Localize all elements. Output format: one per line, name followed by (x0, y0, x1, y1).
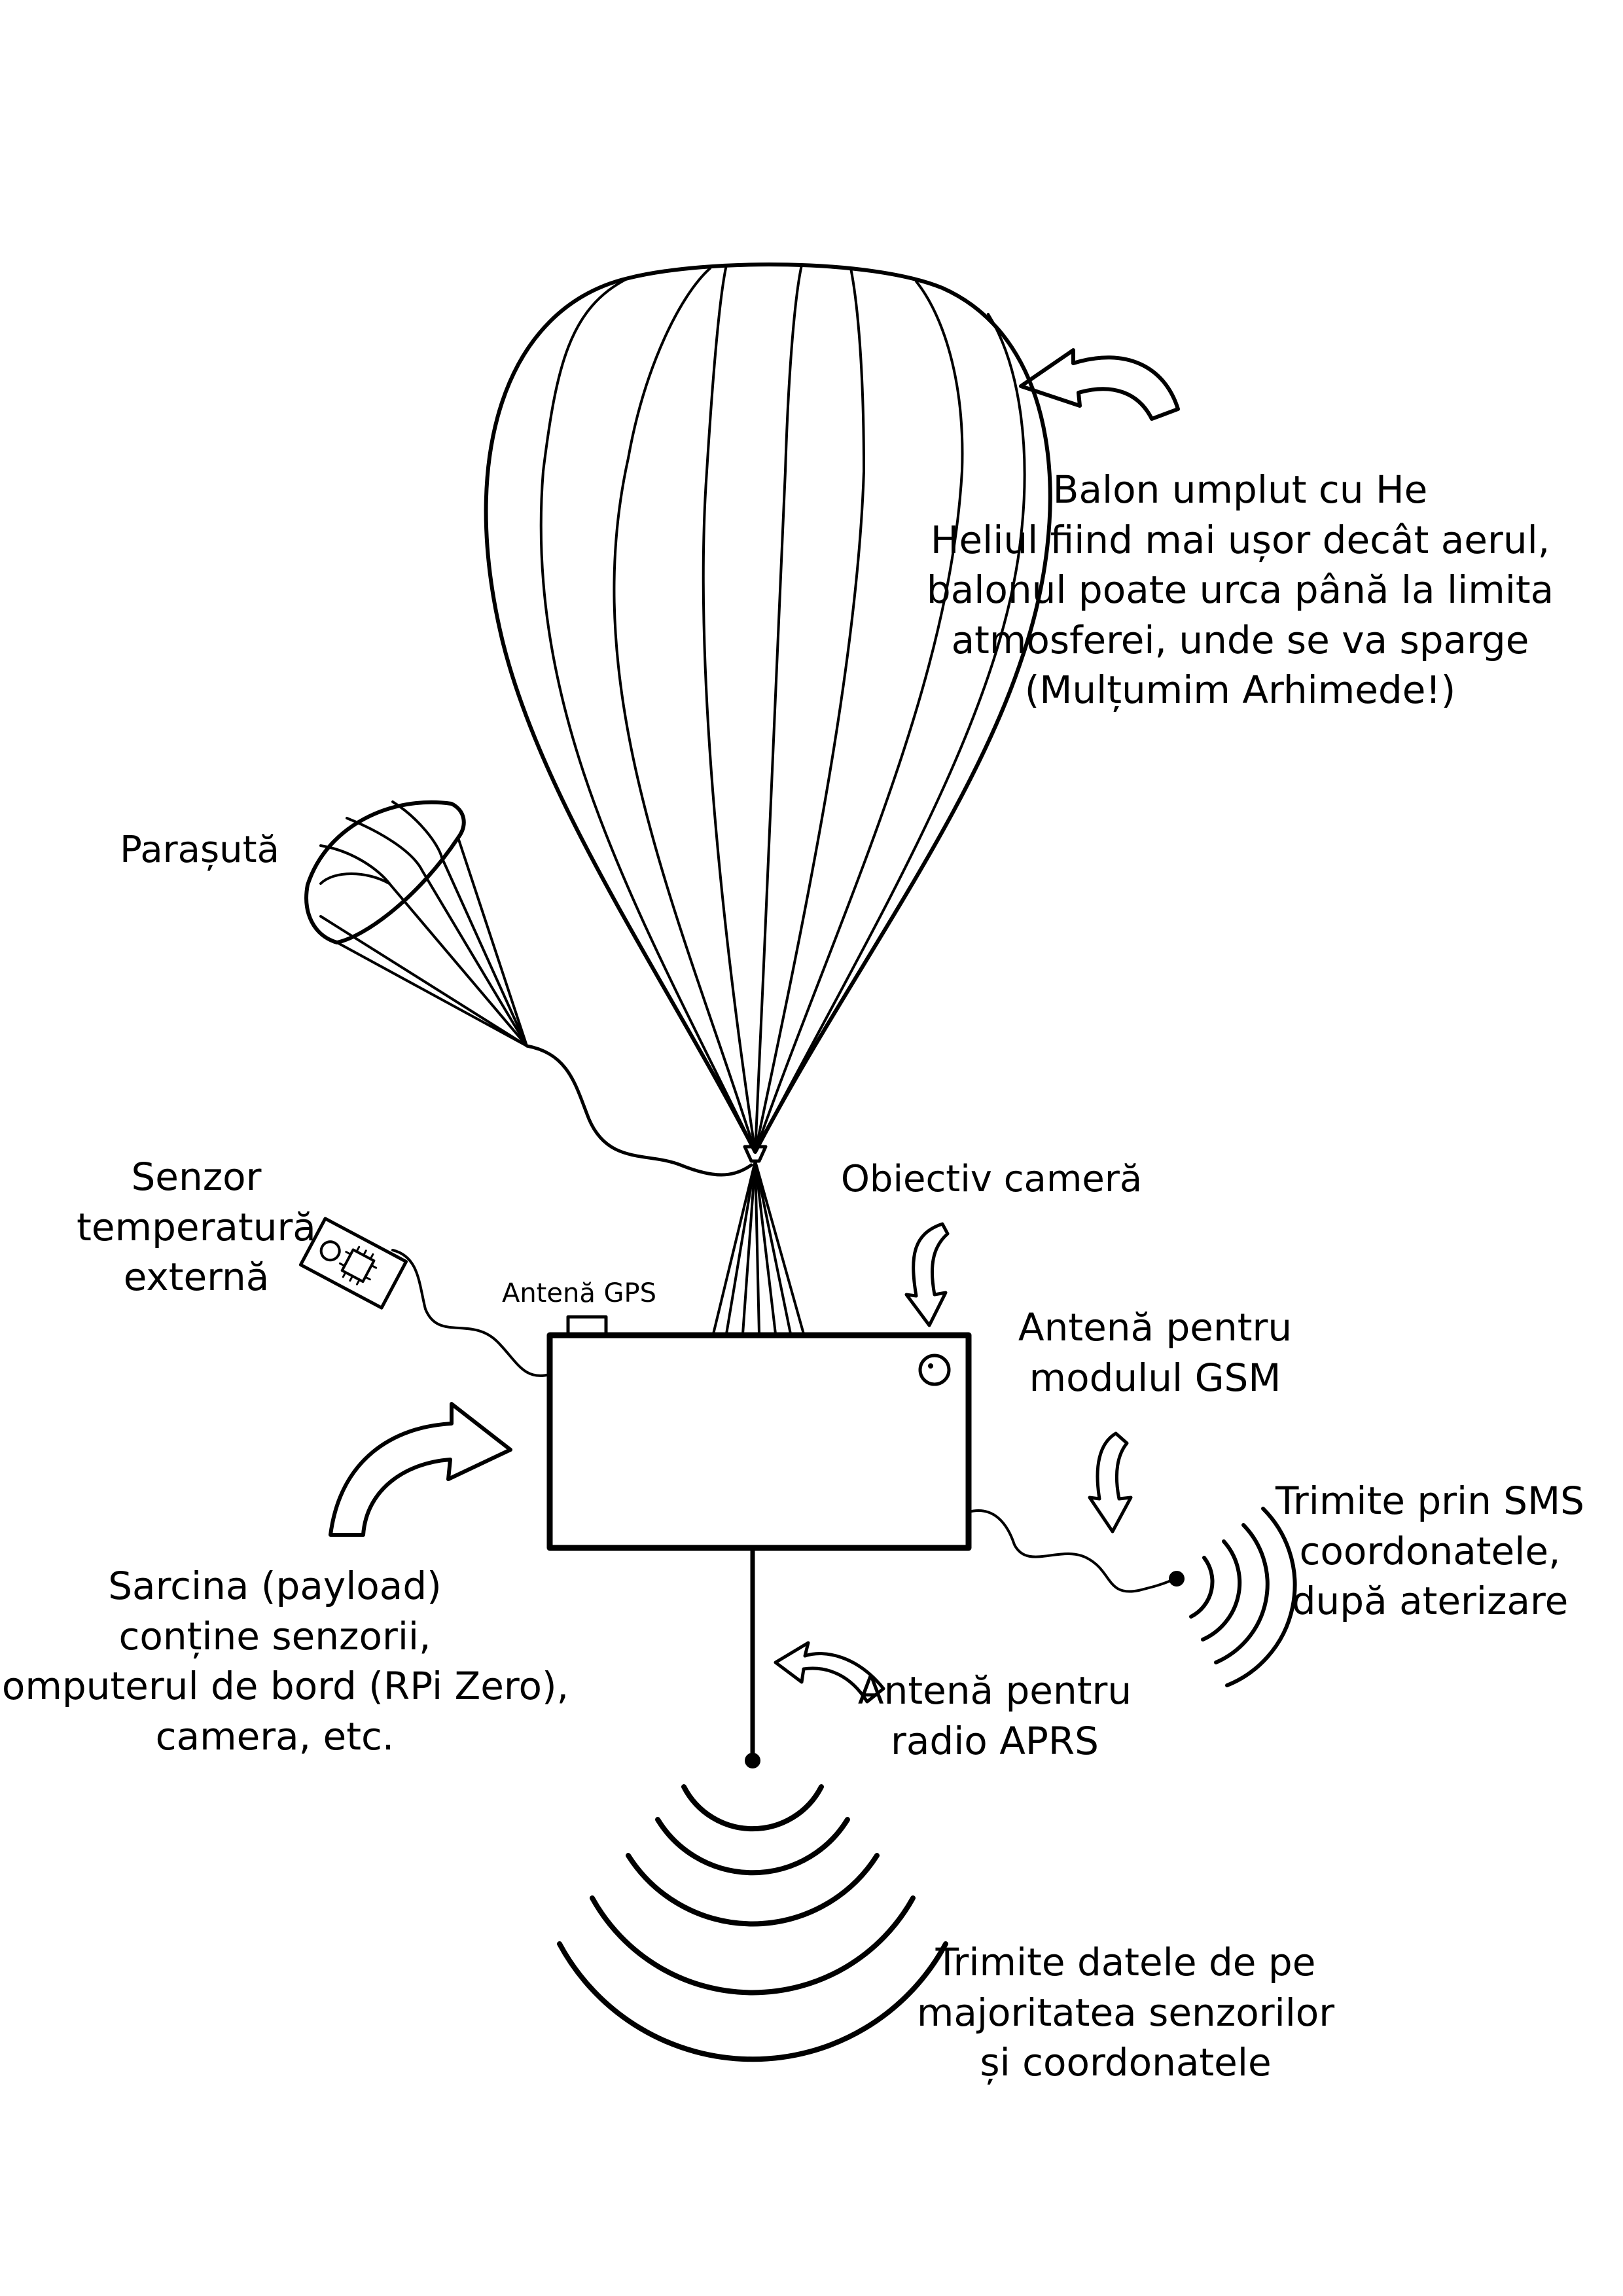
curved-arrow-icon (329, 1402, 512, 1537)
gsm-antenna-label-line: modulul GSM (1029, 1355, 1281, 1400)
curved-arrow-icon (774, 1641, 885, 1704)
balloon-envelope (484, 262, 1052, 1154)
temp-sensor-label: Senzor temperatură externă (77, 1152, 316, 1302)
balloon-label-line: balonul poate urca până la limita (926, 567, 1554, 613)
aprs-antenna-label-line: Antenă pentru (857, 1668, 1132, 1713)
gsm-antenna-tip (1169, 1571, 1185, 1587)
aprs-data-label: Trimite datele de pe majoritatea senzori… (917, 1937, 1334, 2088)
temp-sensor-label-line: Senzor (131, 1155, 262, 1199)
balloon-label-line: Balon umplut cu He (1052, 467, 1428, 512)
balloon-gores (539, 264, 1026, 1153)
chip-icon (298, 1217, 408, 1310)
gsm-antenna-wire (967, 1509, 1176, 1593)
aprs-data-label-line: și coordonatele (980, 2040, 1272, 2085)
payload-label-line: computerul de bord (RPi Zero), (0, 1664, 569, 1709)
balloon-label: Balon umplut cu He Heliul fiind mai ușor… (927, 465, 1554, 715)
payload-label-line: conține senzorii, (118, 1613, 431, 1659)
temp-sensor-label-line: externă (123, 1255, 270, 1300)
parachute-icon (304, 800, 753, 1177)
curved-arrow-icon (1019, 348, 1180, 421)
payload-label-line: Sarcina (payload) (108, 1564, 442, 1608)
down-arrow-icon (904, 1222, 950, 1327)
aprs-antenna-tip (745, 1753, 760, 1768)
gps-antenna-label: Antenă GPS (501, 1278, 657, 1308)
balloon-label-line: atmosferei, unde se va sparge (951, 617, 1529, 662)
temp-sensor-label-line: temperatură (77, 1204, 316, 1249)
balloon-label-line: Heliul fiind mai ușor decât aerul, (930, 517, 1550, 562)
tether-lines (712, 1160, 805, 1335)
aprs-data-label-line: majoritatea senzorilor (916, 1990, 1335, 2035)
radio-waves-icon (557, 1784, 948, 2062)
sms-label: Trimite prin SMS coordonatele, după ater… (1275, 1476, 1584, 1626)
payload-label: Sarcina (payload) conține senzorii, comp… (0, 1561, 569, 1761)
radio-waves-icon (1189, 1507, 1297, 1687)
balloon-neck (743, 1145, 768, 1163)
aprs-antenna-label: Antenă pentru radio APRS (858, 1666, 1132, 1766)
parachute-label: Parașută (120, 829, 279, 871)
balloon-label-line: (Mulțumim Arhimede!) (1024, 668, 1456, 713)
payload-label-line: camera, etc. (155, 1713, 395, 1759)
lens-icon (918, 1354, 951, 1386)
sms-label-line: după aterizare (1291, 1579, 1569, 1624)
camera-lens-label: Obiectiv cameră (840, 1158, 1143, 1200)
sensor-cable (391, 1249, 551, 1377)
down-arrow-icon (1088, 1431, 1133, 1534)
gps-antenna-box (566, 1315, 608, 1337)
payload-box (546, 1332, 972, 1551)
aprs-data-label-line: Trimite datele de pe (935, 1940, 1316, 1984)
sms-label-line: coordonatele, (1299, 1528, 1561, 1573)
sms-label-line: Trimite prin SMS (1275, 1479, 1584, 1523)
gsm-antenna-label-line: Antenă pentru (1018, 1305, 1293, 1350)
gsm-antenna-label: Antenă pentru modulul GSM (1018, 1302, 1292, 1403)
aprs-antenna-label-line: radio APRS (890, 1718, 1099, 1763)
